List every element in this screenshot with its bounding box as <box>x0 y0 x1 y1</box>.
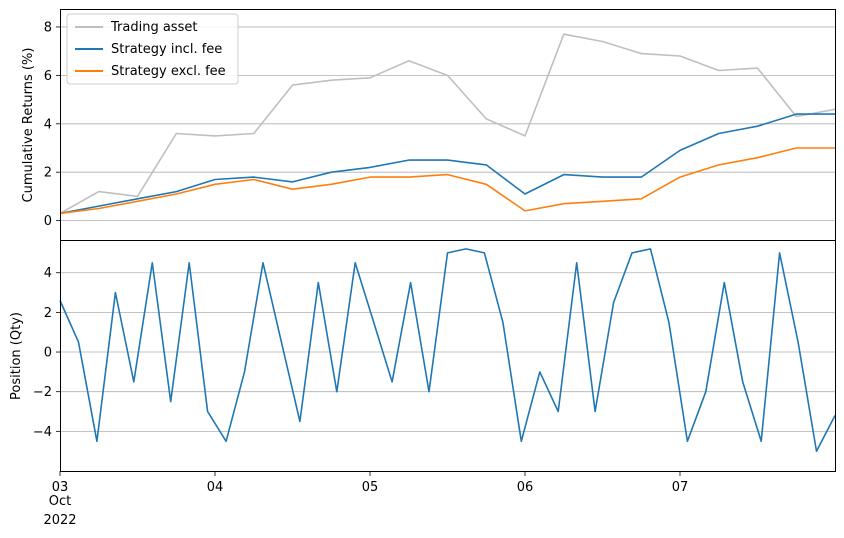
legend-label-strategy-incl-fee: Strategy incl. fee <box>111 42 222 57</box>
y-tick-label: 2 <box>44 306 52 321</box>
series-line-strategy-incl-fee <box>59 113 835 215</box>
returns-panel: 0 2 4 6 8 Cumulative Returns (%) Trading ass… <box>21 9 836 241</box>
position-panel: 4 2 0 −2 −4 03 04 05 06 07 Position (Qty) Oct 20… <box>9 240 836 528</box>
legend-label-strategy-excl-fee: Strategy excl. fee <box>111 64 226 79</box>
series-line-strategy-excl-fee <box>59 147 835 215</box>
series-line-trading-asset <box>59 33 836 215</box>
y-tick-label: 6 <box>44 69 52 84</box>
y-tick-label: 2 <box>44 166 52 181</box>
x-tick-sublabel-month: Oct <box>49 494 71 509</box>
y-tick-label: 0 <box>44 214 52 229</box>
x-tick-sublabel-year: 2022 <box>43 513 76 528</box>
x-tick-label: 06 <box>517 480 534 495</box>
position-y-axis-label: Position (Qty) <box>9 312 24 400</box>
y-tick-label: −4 <box>33 425 52 440</box>
legend: Trading asset Strategy incl. fee Strateg… <box>66 13 239 85</box>
legend-label-trading-asset: Trading asset <box>110 20 197 35</box>
x-tick-label: 04 <box>207 480 224 495</box>
returns-y-axis-label: Cumulative Returns (%) <box>21 48 36 203</box>
y-tick-label: 4 <box>44 117 52 132</box>
y-tick-label: 4 <box>44 266 52 281</box>
y-tick-label: 0 <box>44 346 52 361</box>
x-tick-label: 03 <box>52 480 69 495</box>
position-plot-frame <box>60 240 836 472</box>
y-tick-label: −2 <box>33 385 52 400</box>
x-tick-label: 07 <box>672 480 689 495</box>
y-tick-label: 8 <box>44 20 52 35</box>
series-line-position <box>59 248 836 453</box>
x-tick-label: 05 <box>362 480 379 495</box>
